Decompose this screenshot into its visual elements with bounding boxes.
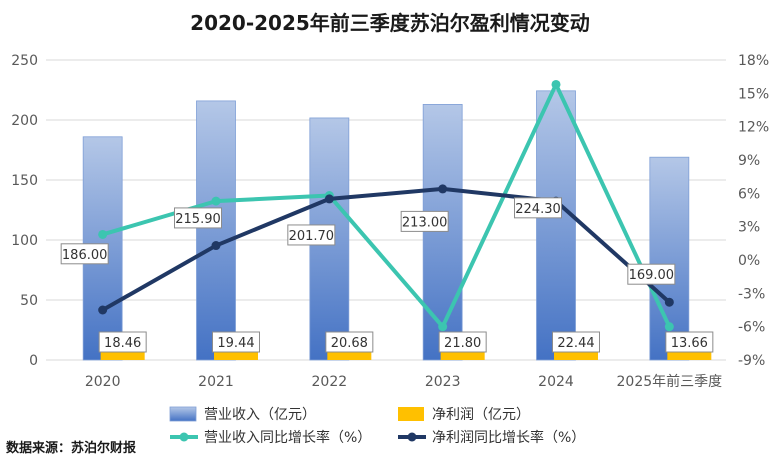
profit-growth-point: [324, 194, 334, 204]
legend-swatch-revenue: [169, 406, 197, 422]
profit-growth-point: [438, 184, 448, 194]
revenue-data-label: 224.30: [515, 202, 561, 217]
profit-data-label-box: [325, 331, 374, 353]
right-axis-tick-label: 18%: [738, 53, 769, 69]
revenue-growth-point: [438, 322, 448, 332]
revenue-growth-point: [98, 229, 108, 239]
x-axis-tick-label: 2025年前三季度: [617, 373, 723, 390]
profit-data-label: 22.44: [557, 336, 594, 351]
source-note: 数据来源：苏泊尔财报: [6, 440, 137, 456]
legend-swatch-marker: [407, 432, 417, 442]
profit-data-label-box: [552, 331, 600, 353]
revenue-data-label: 169.00: [629, 268, 675, 283]
revenue-data-label-box: [287, 224, 336, 246]
revenue-data-label: 215.90: [175, 212, 221, 227]
profit-data-label-box: [98, 331, 147, 353]
right-axis-tick-label: -6%: [738, 320, 765, 336]
revenue-data-label: 186.00: [62, 248, 108, 263]
legend-swatch-net-profit: [398, 407, 424, 421]
legend-label: 净利润同比增长率（%）: [432, 429, 585, 446]
profit-data-label: 20.68: [331, 336, 368, 351]
legend-label: 净利润（亿元）: [432, 407, 530, 423]
x-axis-tick-label: 2024: [538, 374, 574, 390]
profit-data-label: 19.44: [217, 336, 254, 351]
revenue-data-label-box: [514, 197, 562, 219]
x-axis-tick-label: 2023: [425, 374, 461, 390]
right-axis-tick-label: 0%: [738, 253, 760, 269]
revenue-bar: [196, 100, 236, 361]
right-axis-tick-label: 6%: [738, 186, 760, 202]
left-axis-tick-label: 100: [11, 233, 38, 249]
legend-label: 营业收入同比增长率（%）: [204, 429, 371, 446]
chart-title: 2020-2025年前三季度苏泊尔盈利情况变动: [190, 11, 590, 35]
revenue-data-label-box: [60, 243, 109, 265]
x-axis-tick-label: 2022: [312, 374, 348, 390]
profit-data-label: 13.66: [671, 336, 708, 351]
profit-data-label-box: [212, 331, 260, 353]
revenue-growth-point: [664, 322, 674, 332]
right-axis-tick-label: 12%: [738, 120, 769, 136]
revenue-growth-point: [211, 196, 221, 206]
revenue-data-label: 201.70: [289, 229, 335, 244]
legend-label: 营业收入（亿元）: [204, 407, 316, 423]
x-axis-tick-label: 2020: [85, 374, 121, 390]
profit-growth-point: [664, 297, 674, 307]
revenue-growth-line: [102, 82, 672, 329]
revenue-bar: [422, 104, 463, 361]
revenue-data-label-box: [174, 207, 222, 229]
profit-data-label-box: [665, 331, 714, 353]
right-axis-tick-label: 15%: [738, 86, 769, 102]
right-axis-tick-label: 3%: [738, 220, 760, 236]
right-axis-tick-label: -3%: [738, 286, 765, 302]
right-axis-tick-label: 9%: [738, 153, 760, 169]
left-axis-tick-label: 0: [29, 353, 38, 369]
profit-growth-line: [101, 186, 671, 312]
revenue-growth-point: [551, 79, 561, 89]
revenue-data-label-box: [627, 263, 676, 285]
revenue-bar: [536, 90, 576, 361]
revenue-data-label: 213.00: [402, 215, 448, 230]
revenue-data-label-box: [400, 210, 449, 232]
right-axis-tick-label: -9%: [738, 353, 765, 369]
profit-data-label: 18.46: [104, 336, 141, 351]
left-axis-tick-label: 150: [11, 173, 38, 189]
left-axis-tick-label: 50: [20, 293, 38, 309]
profit-data-label-box: [438, 331, 487, 353]
left-axis-tick-label: 250: [11, 53, 38, 69]
profit-growth-point: [98, 305, 108, 315]
legend-swatch-marker: [179, 432, 189, 442]
x-axis-tick-label: 2021: [198, 374, 234, 390]
left-axis-tick-label: 200: [11, 113, 38, 129]
profit-data-label: 21.80: [444, 336, 481, 351]
profit-growth-point: [211, 241, 221, 251]
